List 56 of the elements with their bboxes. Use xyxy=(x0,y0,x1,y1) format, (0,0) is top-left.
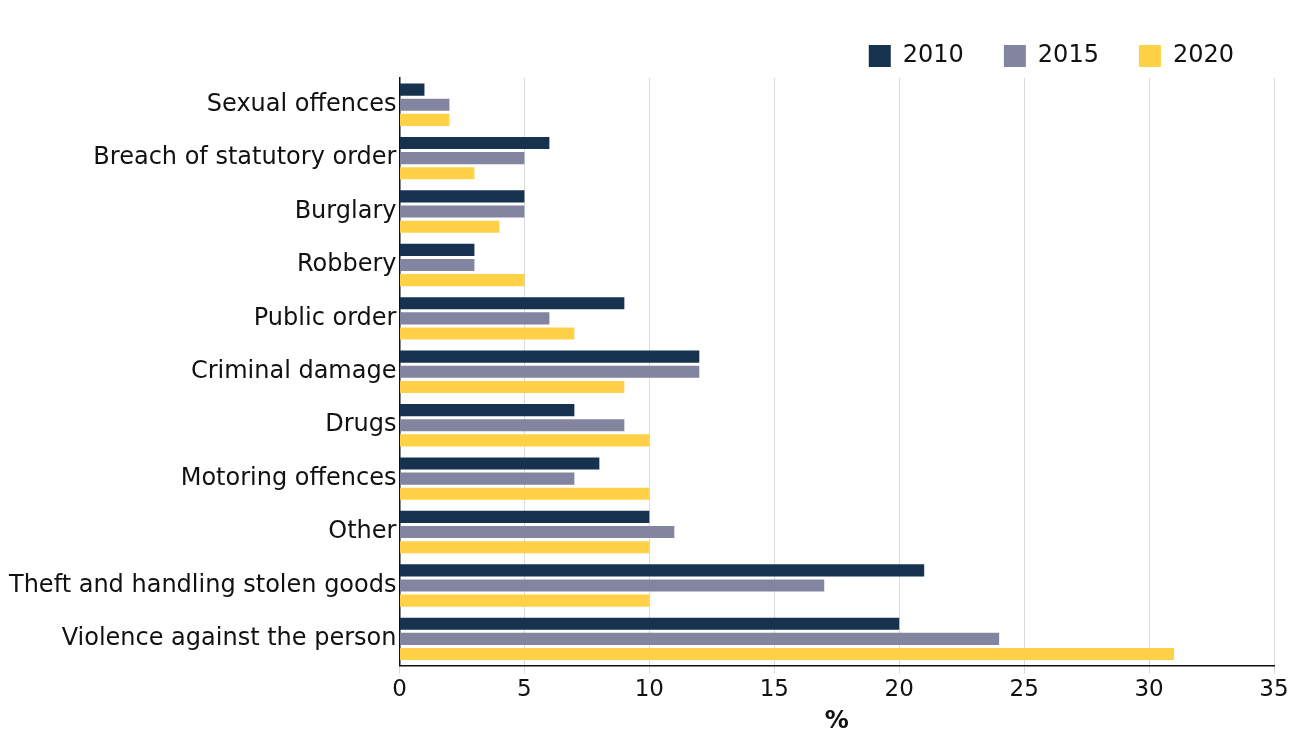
bar xyxy=(399,472,575,485)
bar xyxy=(399,380,625,393)
bar xyxy=(399,243,475,256)
x-tick-label: 30 xyxy=(1134,675,1164,702)
y-tick-label: Breach of statutory order xyxy=(93,142,397,171)
legend-label: 2020 xyxy=(1172,40,1234,69)
legend-label: 2015 xyxy=(1037,40,1099,69)
y-tick-label: Burglary xyxy=(294,195,397,224)
bar xyxy=(399,434,650,447)
bar xyxy=(399,297,625,310)
legend-label: 2010 xyxy=(902,40,964,69)
bar xyxy=(399,205,525,218)
bar xyxy=(399,327,575,340)
bar xyxy=(399,98,450,111)
bar xyxy=(399,419,625,432)
y-tick-label: Criminal damage xyxy=(190,356,397,385)
bar xyxy=(399,365,700,378)
bar xyxy=(399,312,550,325)
y-tick-label: Robbery xyxy=(296,249,397,278)
bar xyxy=(399,487,650,500)
bar xyxy=(399,258,475,272)
bar xyxy=(399,457,600,470)
bar xyxy=(399,526,675,539)
y-tick-label: Public order xyxy=(253,302,397,331)
bar xyxy=(399,617,900,630)
x-tick-label: 5 xyxy=(517,675,532,702)
bar xyxy=(399,350,700,363)
y-tick-label: Violence against the person xyxy=(61,623,397,652)
bar xyxy=(399,647,1175,661)
x-tick-label: 35 xyxy=(1259,675,1289,702)
y-tick-label: Motoring offences xyxy=(180,462,397,491)
bar xyxy=(399,579,825,592)
x-tick-label: 15 xyxy=(759,675,789,702)
bar xyxy=(399,152,525,165)
bar xyxy=(399,113,450,126)
bar xyxy=(399,404,575,417)
bar xyxy=(399,190,525,203)
bar xyxy=(399,136,550,150)
bar xyxy=(399,510,650,523)
y-tick-label: Other xyxy=(328,516,397,545)
bar xyxy=(399,220,500,233)
bar xyxy=(399,83,425,96)
bar xyxy=(399,541,650,554)
bar xyxy=(399,594,650,607)
x-tick-label: 20 xyxy=(884,675,914,702)
y-tick-label: Theft and handling stolen goods xyxy=(8,569,397,598)
y-tick-label: Drugs xyxy=(325,409,397,438)
bar xyxy=(399,564,925,577)
bar xyxy=(399,274,525,287)
x-tick-label: 10 xyxy=(634,675,664,702)
bar xyxy=(399,632,1000,645)
x-axis-title: % xyxy=(824,705,849,734)
x-tick-label: 0 xyxy=(392,675,407,702)
bar xyxy=(399,167,475,180)
y-tick-label: Sexual offences xyxy=(206,88,397,117)
x-tick-label: 25 xyxy=(1009,675,1039,702)
